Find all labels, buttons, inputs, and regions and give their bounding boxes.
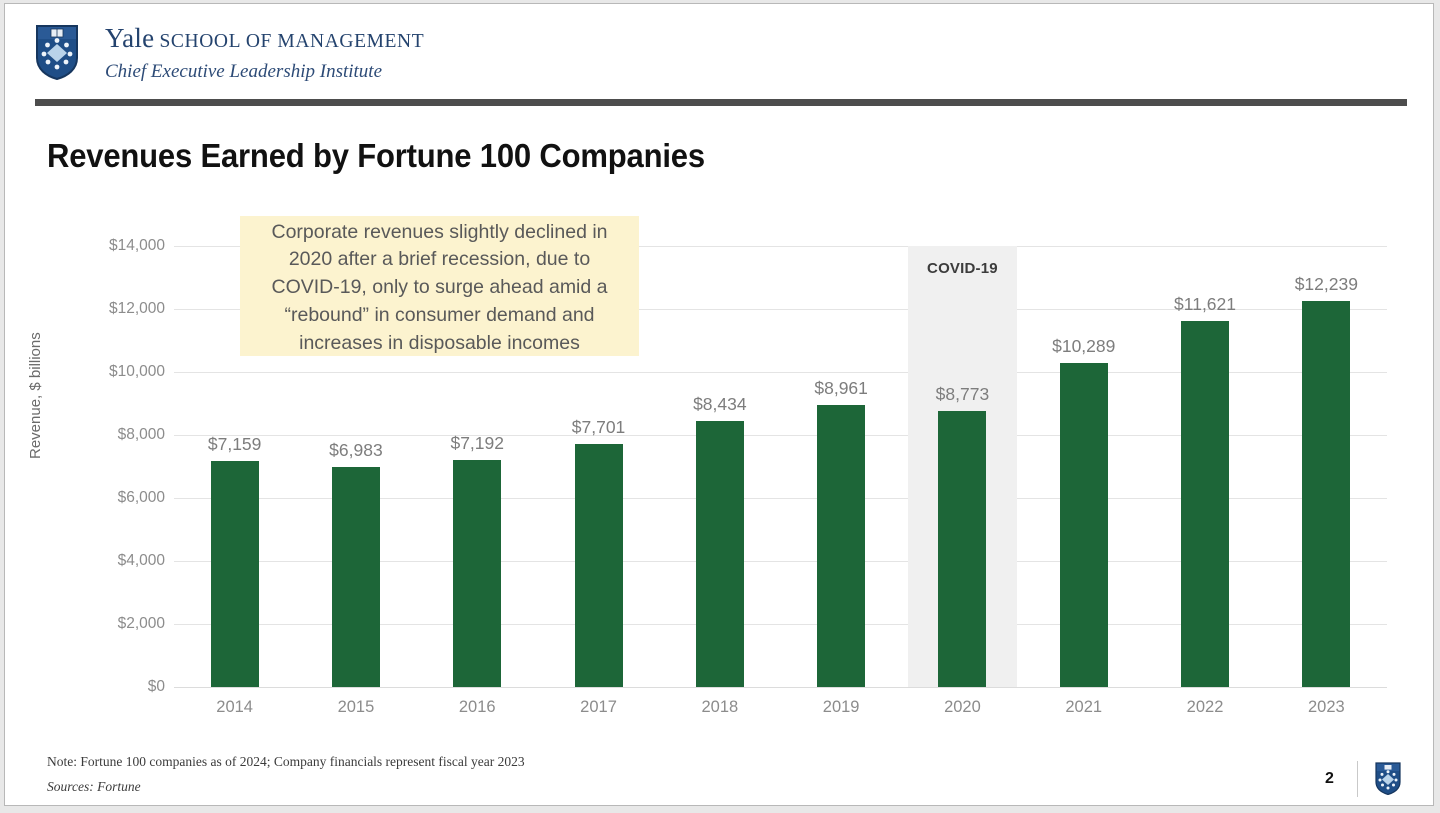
yale-shield-footer-icon [1375,762,1401,796]
x-axis-tick-label: 2022 [1186,698,1224,716]
brand-yale-text: Yale [105,23,155,53]
bar[interactable] [1059,362,1108,687]
yale-som-branding: Yale SCHOOL OF MANAGEMENT Chief Executive… [35,20,424,83]
covid-band-label: COVID-19 [927,260,998,277]
bar-value-label: $7,701 [571,417,626,438]
header-divider [35,99,1407,106]
bar[interactable] [1302,301,1351,687]
y-axis-ticks: $0 $2,000 $4,000 $6,000 $8,000 $10,000 $12,000… [65,4,165,807]
bar[interactable] [1181,320,1230,687]
y-axis-title: Revenue, $ billions [27,332,44,459]
gridline [174,561,1387,562]
page-number: 2 [1325,770,1334,787]
gridline [174,372,1387,373]
gridline [174,246,1387,247]
bar-value-label: $8,434 [693,394,747,415]
yale-shield-icon [35,24,79,81]
y-axis-tick-label: $12,000 [108,300,165,317]
revenue-bar-chart: Revenue, $ billions $0 $2,000 $4,000 $6,000… [5,4,1435,807]
y-axis-tick-label: $2,000 [117,615,165,632]
x-axis-tick-label: 2020 [944,698,981,716]
bar[interactable] [817,404,866,687]
y-axis-tick-label: $14,000 [108,237,165,254]
bar-value-label: $8,773 [935,383,990,404]
bar[interactable] [210,461,259,687]
bar-value-label: $7,159 [207,434,262,455]
x-axis-tick-label: 2023 [1307,698,1345,716]
gridline [174,309,1387,310]
brand-institute-text: Chief Executive Leadership Institute [105,61,383,82]
gridline [174,498,1387,499]
callout-text: Corporate revenues slightly declined in … [271,220,608,354]
bar-value-label: $11,621 [1174,293,1237,314]
footer-divider [1357,761,1358,797]
brand-school-text: SCHOOL OF MANAGEMENT [159,31,425,52]
bar-value-label: $7,192 [450,433,504,454]
bar[interactable] [574,444,623,687]
bar-value-label: $12,239 [1294,274,1358,295]
x-axis-tick-label: 2016 [458,698,496,716]
gridline [174,687,1387,688]
x-axis-tick-label: 2014 [216,698,253,716]
y-axis-tick-label: $6,000 [117,489,165,506]
bar-value-label: $8,961 [814,377,868,398]
y-axis-tick-label: $0 [147,678,165,695]
gridline [174,435,1387,436]
gridline [174,624,1387,625]
x-axis-tick-label: 2018 [701,698,739,716]
x-axis-tick-label: 2019 [822,698,860,716]
footnote-sources: Sources: Fortune [47,779,141,794]
page-title: Revenues Earned by Fortune 100 Companies [47,137,705,174]
brand-wordmark: Yale SCHOOL OF MANAGEMENT [105,25,424,52]
x-axis-tick-label: 2017 [580,698,617,716]
bar[interactable] [453,460,502,687]
x-axis-tick-label: 2015 [337,698,375,716]
y-axis-tick-label: $4,000 [117,552,165,569]
y-axis-tick-label: $10,000 [108,363,165,380]
bar-value-label: $10,289 [1052,335,1116,356]
bar[interactable] [695,421,744,687]
footnote-note: Note: Fortune 100 companies as of 2024; … [47,754,525,769]
slide: Yale SCHOOL OF MANAGEMENT Chief Executive… [4,3,1434,806]
bar[interactable] [331,467,380,687]
y-axis-tick-label: $8,000 [117,426,165,443]
bar[interactable] [938,410,987,687]
x-axis-tick-label: 2021 [1065,698,1103,716]
bar-value-label: $6,983 [329,440,383,461]
callout-box: Corporate revenues slightly declined in … [240,216,639,356]
